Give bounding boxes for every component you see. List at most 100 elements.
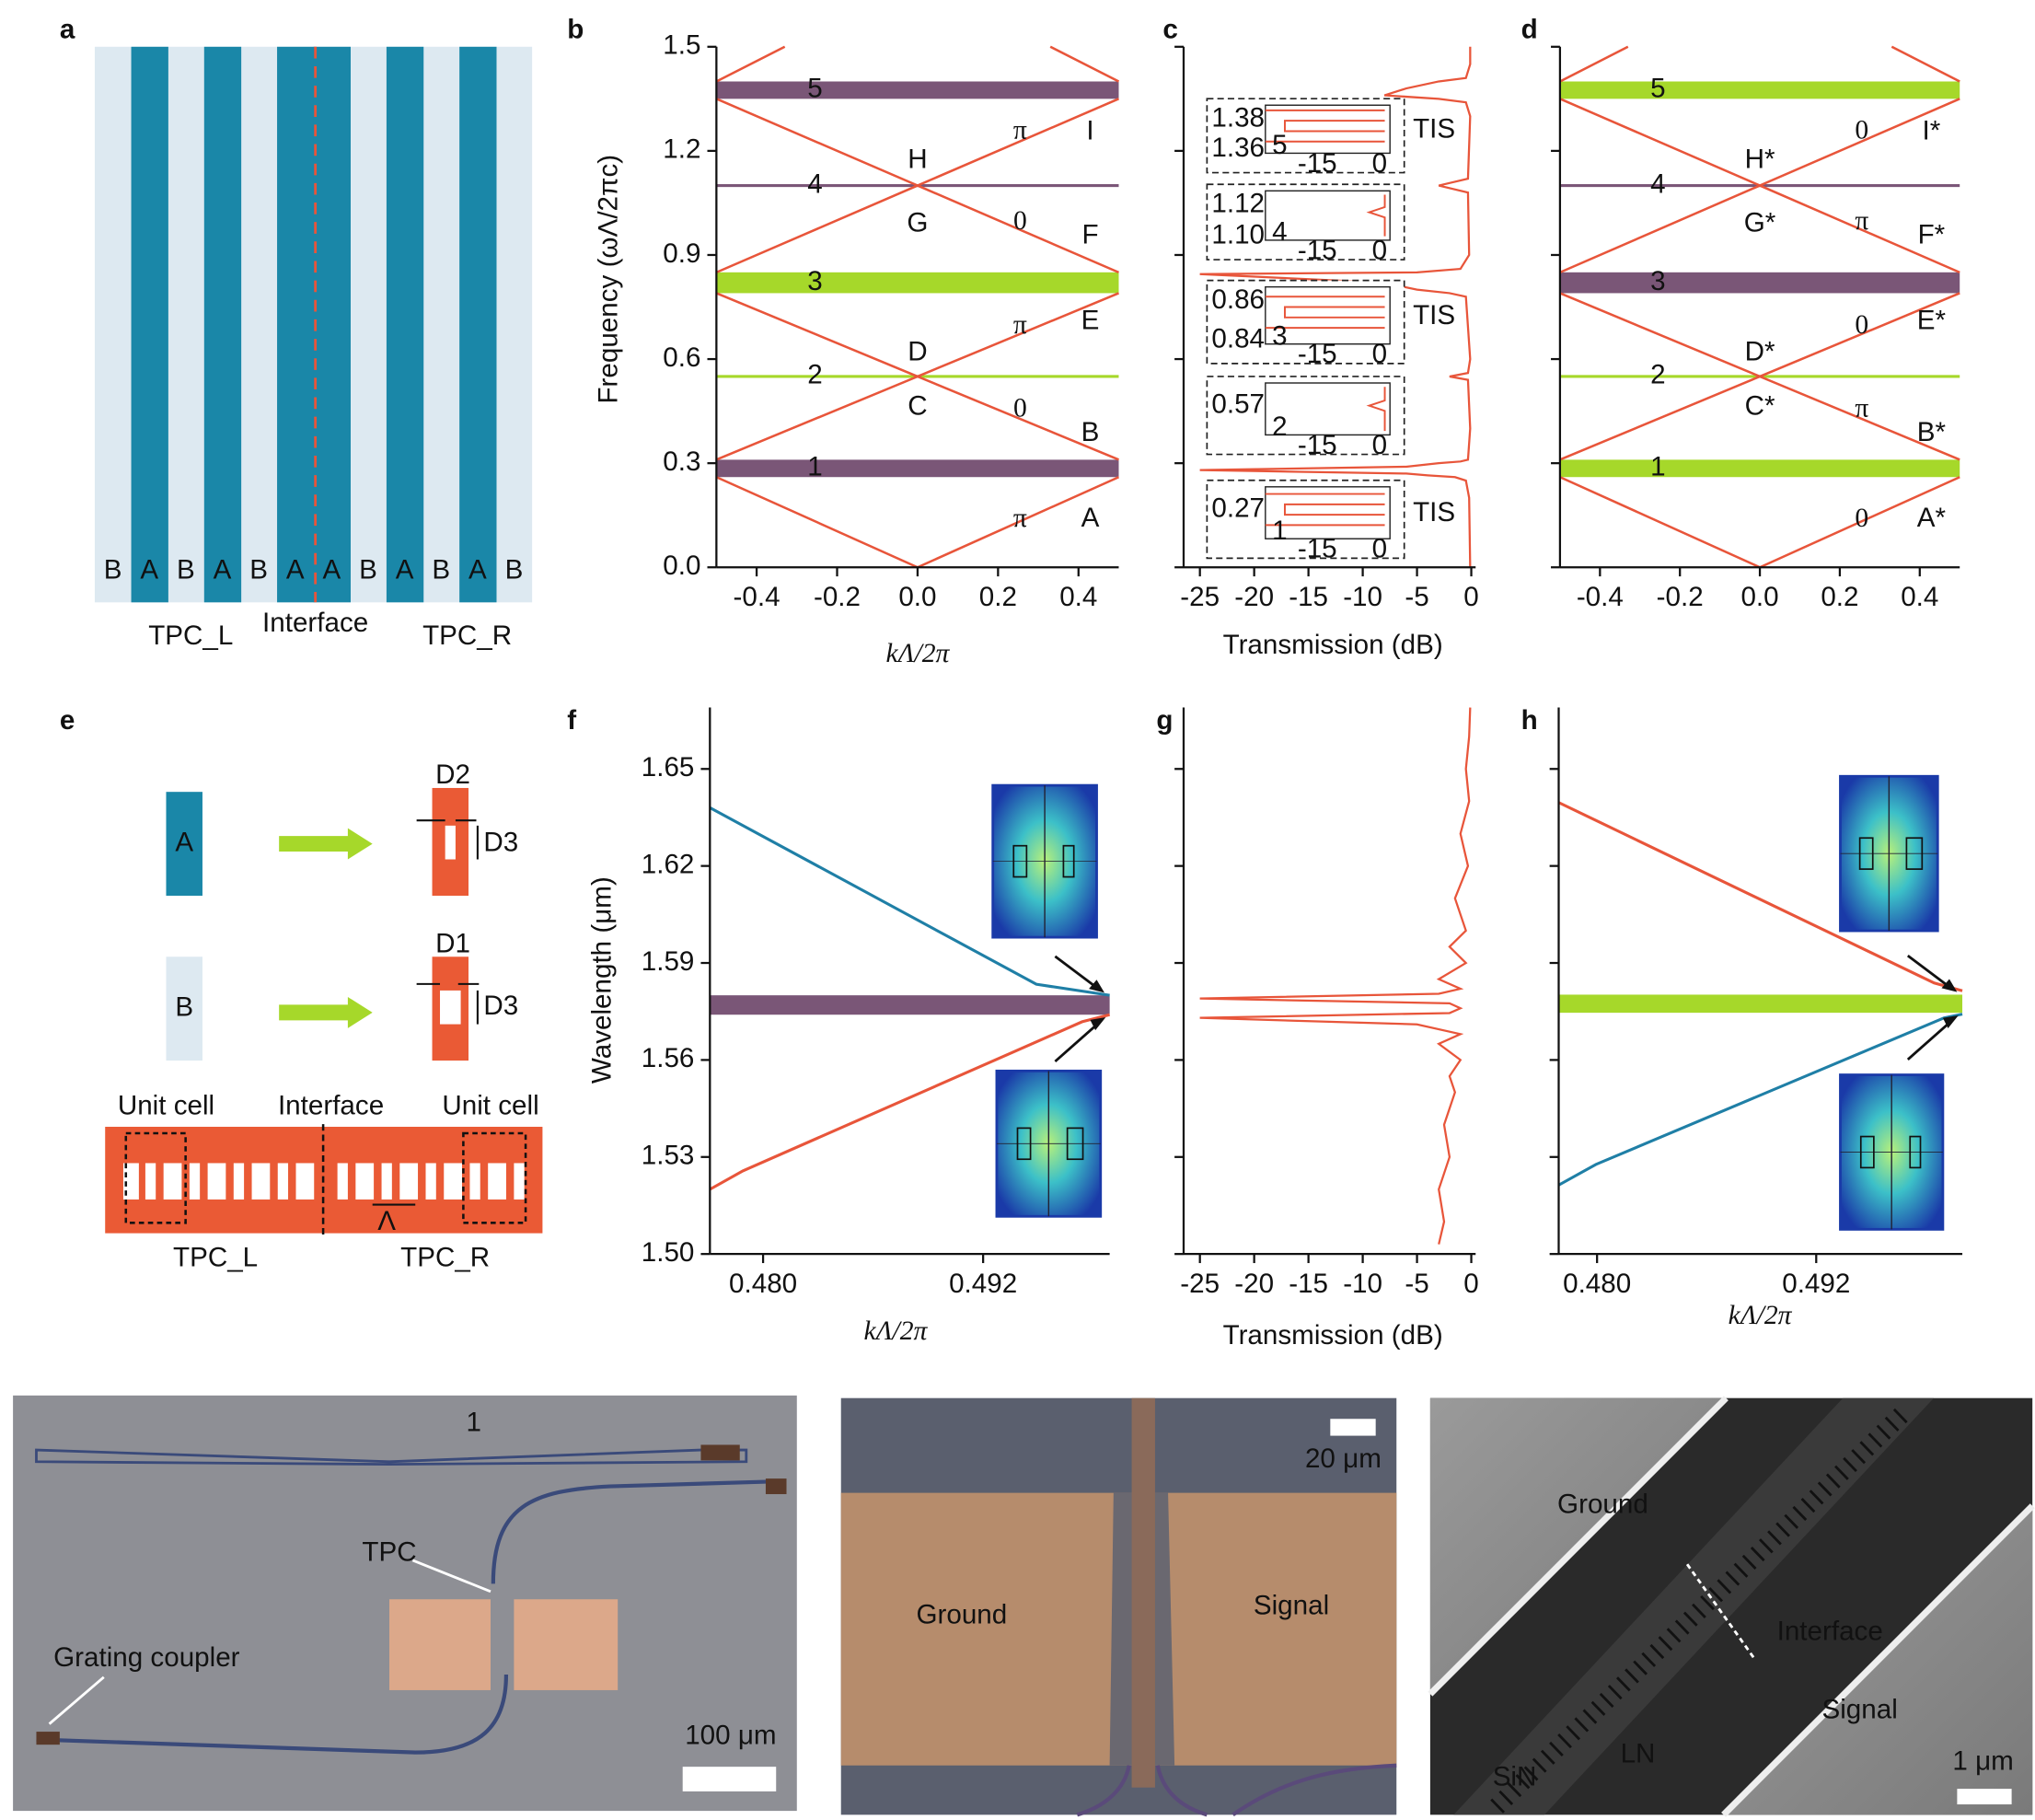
- decoration: [203, 46, 242, 603]
- y-tick-label: 1.50: [642, 1237, 695, 1268]
- label: Interface: [1777, 1617, 1883, 1647]
- x-tick-label: -5: [1405, 1269, 1428, 1299]
- band-line: [715, 476, 1120, 569]
- decoration: [163, 1163, 182, 1200]
- y-tick-label: 1.2: [663, 134, 700, 165]
- decoration: [277, 1163, 289, 1200]
- decoration: [251, 1163, 271, 1200]
- phase-label: 0: [1013, 206, 1027, 236]
- inset-tick: -15: [1298, 430, 1337, 460]
- decoration: [233, 1163, 245, 1200]
- dispersion-line: [1557, 1013, 1963, 1187]
- y-tick-label: 1.59: [642, 946, 695, 977]
- band-line: [715, 292, 1119, 378]
- phase-label: 0: [1855, 504, 1868, 533]
- x-axis-label: Transmission (dB): [1223, 630, 1443, 660]
- y-tick-label: 1.56: [642, 1043, 695, 1073]
- band-line: [715, 98, 1119, 187]
- x-axis-label: Transmission (dB): [1223, 1320, 1443, 1351]
- phase-label: 0: [1855, 116, 1868, 145]
- decoration: [122, 1163, 139, 1200]
- x-tick-label: -15: [1289, 582, 1328, 612]
- label: Ground: [1557, 1490, 1648, 1520]
- gap-band: [716, 272, 1119, 294]
- decoration: [1330, 1419, 1376, 1436]
- inset-label: 4: [1272, 217, 1287, 248]
- decoration: [1012, 844, 1028, 878]
- x-tick-label: -15: [1289, 1269, 1328, 1299]
- decoration: [1428, 1396, 1729, 1697]
- decoration: [1265, 486, 1391, 539]
- x-tick-label: 0: [1463, 582, 1478, 612]
- panel-letter: c: [1162, 15, 1177, 45]
- decoration: [459, 46, 497, 603]
- point-label: A*: [1917, 503, 1947, 533]
- label: Interface: [278, 1091, 384, 1121]
- inset-tick: -15: [1298, 148, 1337, 179]
- decoration: [48, 1675, 105, 1725]
- decoration: [488, 1163, 506, 1200]
- x-axis-label: kΛ/2π: [885, 639, 950, 668]
- x-tick-label: -0.4: [734, 582, 780, 612]
- dispersion-line: [709, 1013, 1110, 1191]
- dispersion-line: [709, 806, 1110, 997]
- inset-tick: 0.84: [1211, 323, 1265, 354]
- panel-letter: h: [1521, 705, 1538, 736]
- decoration: [355, 1163, 375, 1200]
- stripe-label: B: [177, 554, 195, 585]
- decoration: [1265, 285, 1391, 345]
- decoration: [389, 1599, 491, 1690]
- decoration: [1206, 376, 1405, 456]
- x-tick-label: 0.0: [1740, 582, 1778, 612]
- point-label: G*: [1744, 208, 1776, 238]
- point-label: D*: [1745, 336, 1775, 366]
- panel-letter: a: [60, 15, 75, 45]
- label: Ground: [916, 1599, 1007, 1629]
- stripe-label: B: [505, 554, 524, 585]
- y-tick-label: 0.3: [663, 446, 700, 477]
- decoration: [189, 1163, 201, 1200]
- point-label: H: [908, 145, 927, 175]
- label: TPC: [362, 1537, 416, 1568]
- phase-label: 0: [1855, 310, 1868, 340]
- label: SiN: [1493, 1762, 1537, 1792]
- inset-tick: -15: [1298, 235, 1337, 265]
- y-tick-label: 0.9: [663, 238, 700, 269]
- stripe-label: A: [286, 554, 305, 585]
- x-tick-label: 0.4: [1059, 582, 1097, 612]
- decoration: [381, 1163, 392, 1200]
- x-axis-label: kΛ/2π: [1729, 1301, 1793, 1330]
- stripe-label: B: [359, 554, 377, 585]
- stripe-label: B: [432, 554, 450, 585]
- label: Unit cell: [442, 1091, 538, 1121]
- inset-tick: 0: [1372, 534, 1387, 564]
- decoration: [1941, 979, 1958, 992]
- point-label: I*: [1923, 116, 1941, 146]
- label: Grating coupler: [53, 1642, 240, 1673]
- phase-label: π: [1013, 116, 1027, 145]
- decoration: [279, 996, 373, 1028]
- phase-label: π: [1855, 393, 1868, 423]
- decoration: [1206, 183, 1405, 261]
- gap-label: 5: [1650, 74, 1665, 104]
- inset-note: TIS: [1413, 497, 1455, 527]
- inset-tick: 0: [1372, 430, 1387, 460]
- decoration: [1265, 296, 1385, 330]
- x-tick-label: -20: [1234, 1269, 1274, 1299]
- band-line: [1890, 45, 1960, 83]
- point-label: I: [1086, 116, 1093, 146]
- decoration: [682, 1767, 777, 1791]
- inset-tick: 0.27: [1211, 493, 1265, 523]
- x-tick-label: 0.480: [729, 1269, 797, 1299]
- decoration: [36, 1675, 509, 1755]
- decoration: [1076, 1763, 1397, 1817]
- decoration: [1016, 1127, 1032, 1161]
- band-line: [715, 45, 786, 83]
- decoration: [1957, 1789, 2012, 1805]
- gap-label: 5: [807, 74, 822, 104]
- label: TPC_L: [173, 1243, 258, 1273]
- inset-label: 3: [1272, 320, 1287, 351]
- x-tick-label: -0.2: [1657, 582, 1704, 612]
- decoration: [1265, 382, 1391, 436]
- phase-label: 0: [1013, 393, 1027, 423]
